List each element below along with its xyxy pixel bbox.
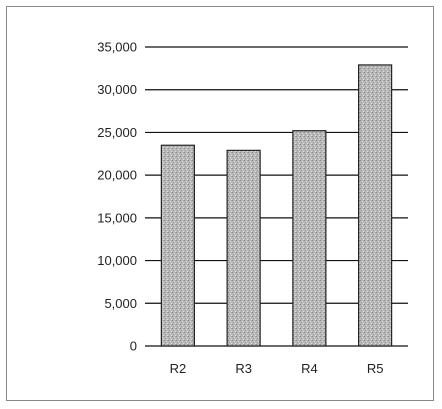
bar-r2 [160,144,195,347]
x-axis-tick-labels: R2 R3 R4 R5 [170,361,384,376]
x-tick-label: R5 [367,361,384,376]
bar-r3 [226,149,261,347]
bar-r5 [358,64,393,347]
x-tick-label: R3 [235,361,252,376]
y-tick-label: 30,000 [97,82,137,97]
y-tick-label: 0 [130,339,137,354]
y-axis-tick-labels: 0 5,000 10,000 15,000 20,000 25,000 30,000 35,0… [97,40,137,354]
y-tick-label: 5,000 [104,296,137,311]
bars [160,64,393,347]
bar-r4 [292,130,327,347]
y-tick-label: 35,000 [97,40,137,55]
y-tick-label: 20,000 [97,168,137,183]
x-tick-label: R2 [170,361,187,376]
y-tick-label: 10,000 [97,253,137,268]
y-tick-label: 25,000 [97,125,137,140]
x-tick-label: R4 [301,361,318,376]
y-tick-label: 15,000 [97,210,137,225]
